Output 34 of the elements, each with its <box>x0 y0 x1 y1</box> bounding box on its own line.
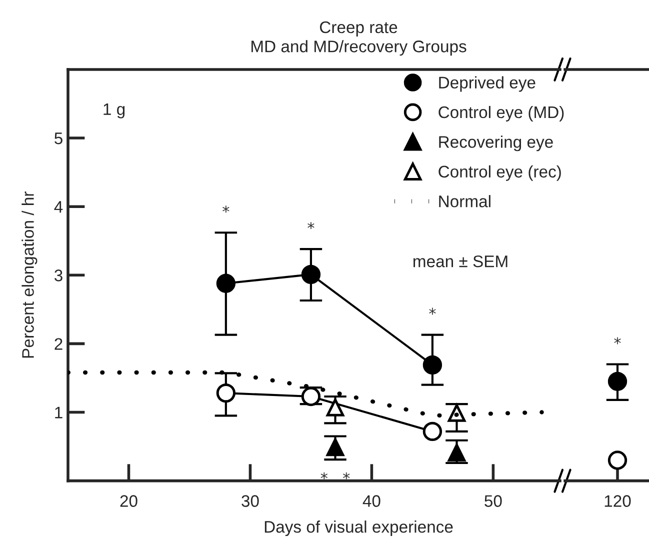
annotation: * <box>614 337 621 344</box>
legend-label: Deprived eye <box>439 76 536 92</box>
point <box>301 264 321 284</box>
x-tick-label: 30 <box>242 495 259 507</box>
legend-label: Control eye (MD) <box>438 106 564 122</box>
y-tick-label: 4 <box>54 201 63 213</box>
legend-label: Recovering eye <box>439 136 553 152</box>
point <box>216 274 236 293</box>
y-tick-label: 5 <box>54 132 62 144</box>
annotation: 1 g <box>104 103 125 118</box>
point <box>326 438 344 456</box>
x-tick-label: 120 <box>604 495 631 507</box>
chart-title: Creep rate MD and MD/recovery Groups <box>252 21 466 56</box>
x-axis-title: Days of visual experience <box>264 520 453 536</box>
y-tick-label: 3 <box>54 270 62 282</box>
point <box>422 422 442 442</box>
annotation: * <box>429 308 436 315</box>
legend-label: Control eye (rec) <box>438 165 561 181</box>
annotation: * <box>308 222 314 230</box>
x-tick-label: 40 <box>362 495 380 507</box>
point <box>422 355 442 375</box>
y-tick-label: 1 <box>55 406 62 418</box>
point <box>216 383 236 403</box>
y-tick-label: 2 <box>54 338 62 350</box>
legend-label: Normal <box>439 195 490 208</box>
line-series <box>68 370 544 418</box>
annotation: * * <box>320 472 350 480</box>
x-tick-label: 20 <box>120 495 138 507</box>
annotation: mean ± SEM <box>414 255 508 268</box>
point <box>448 444 466 462</box>
point <box>326 398 344 416</box>
annotation: * <box>222 206 230 213</box>
x-tick-label: 50 <box>484 495 502 507</box>
y-axis-title: Percent elongation / hr <box>22 192 38 358</box>
